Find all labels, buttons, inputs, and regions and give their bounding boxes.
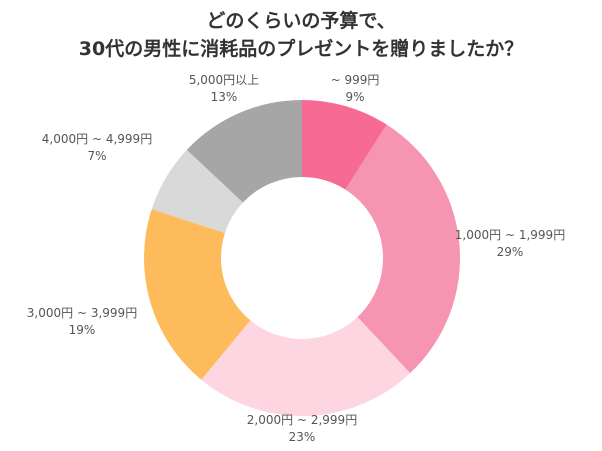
slice-label: 5,000円以上 13% <box>189 72 259 106</box>
slice-label: 2,000円 ~ 2,999円 23% <box>247 412 357 446</box>
slice-label: ~ 999円 9% <box>331 72 380 106</box>
donut-slice <box>186 100 302 203</box>
donut-slice <box>151 149 243 233</box>
slice-percent: 19% <box>68 323 96 337</box>
slice-label: 1,000円 ~ 1,999円 29% <box>455 227 565 261</box>
slice-category: 4,000円 ~ 4,999円 <box>41 132 153 146</box>
donut-slice <box>201 317 411 417</box>
slice-category: 2,000円 ~ 2,999円 <box>246 413 358 427</box>
slice-percent: 29% <box>496 245 524 259</box>
donut-slice <box>143 209 251 380</box>
slice-label: 4,000円 ~ 4,999円 7% <box>42 131 152 165</box>
slice-percent: 9% <box>345 90 365 104</box>
donut-slice <box>302 100 387 190</box>
slice-category: ~ 999円 <box>330 73 380 87</box>
donut-slice <box>345 124 460 374</box>
slice-category: 3,000円 ~ 3,999円 <box>26 306 138 320</box>
slice-category: 5,000円以上 <box>188 73 260 87</box>
slice-label: 3,000円 ~ 3,999円 19% <box>27 305 137 339</box>
chart-title-line-2: 30代の男性に消耗品のプレゼントを贈りましたか？ <box>78 38 524 60</box>
slice-percent: 7% <box>87 149 107 163</box>
slice-percent: 13% <box>210 90 238 104</box>
chart-title-line-1: どのくらいの予算で、 <box>206 10 396 32</box>
slice-percent: 23% <box>288 430 316 444</box>
slice-category: 1,000円 ~ 1,999円 <box>454 228 566 242</box>
